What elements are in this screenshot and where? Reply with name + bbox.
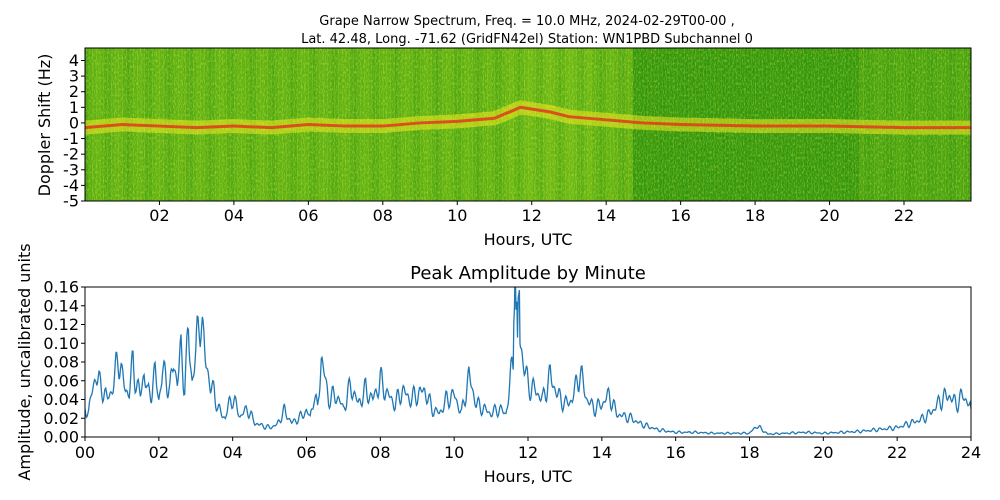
x-tick-label: 02 <box>149 443 169 462</box>
y-tick-label: 0.16 <box>43 278 79 297</box>
y-tick-label: -5 <box>63 192 79 211</box>
x-tick-label: 02 <box>149 206 169 225</box>
y-tick-label: 3 <box>69 67 79 86</box>
x-tick-label: 04 <box>222 443 242 462</box>
amplitude-title: Peak Amplitude by Minute <box>410 263 646 284</box>
y-tick-label: 0.04 <box>43 390 79 409</box>
y-tick-label: -2 <box>63 145 79 164</box>
y-tick-label: 0.08 <box>43 353 79 372</box>
y-tick-label: 0.14 <box>43 296 79 315</box>
spectrogram-y-label: Doppler Shift (Hz) <box>35 54 54 197</box>
amplitude-panel: Peak Amplitude by Minute 00 02 04 06 08 10 12 1… <box>15 243 981 486</box>
x-tick-label: 14 <box>592 443 612 462</box>
y-tick-label: -3 <box>63 160 79 179</box>
x-tick-label: 06 <box>296 443 316 462</box>
x-tick-label: 20 <box>813 443 833 462</box>
x-tick-label: 04 <box>224 206 244 225</box>
y-tick-label: 1 <box>69 98 79 117</box>
amplitude-x-ticks: 00 02 04 06 08 10 12 14 16 18 20 22 24 <box>75 437 981 462</box>
figure-title-line1: Grape Narrow Spectrum, Freq. = 10.0 MHz,… <box>319 14 734 29</box>
x-tick-label: 08 <box>373 206 393 225</box>
x-tick-label: 22 <box>894 206 914 225</box>
x-tick-label: 24 <box>961 443 981 462</box>
x-tick-label: 12 <box>518 443 538 462</box>
x-tick-label: 10 <box>444 443 464 462</box>
x-tick-label: 18 <box>745 206 765 225</box>
y-tick-label: 0 <box>69 113 79 132</box>
x-tick-label: 22 <box>887 443 907 462</box>
x-tick-label: 10 <box>447 206 467 225</box>
y-tick-label: 0.12 <box>43 315 79 334</box>
y-tick-label: 0.00 <box>43 428 79 447</box>
spectrogram-frame <box>84 47 972 202</box>
y-tick-label: -4 <box>63 176 79 195</box>
amplitude-x-label: Hours, UTC <box>484 467 573 486</box>
y-tick-label: 4 <box>69 51 79 70</box>
y-tick-label: 2 <box>69 82 79 101</box>
amplitude-y-label: Amplitude, uncalibrated units <box>15 243 34 480</box>
x-tick-label: 16 <box>665 443 685 462</box>
spectrogram-noise <box>85 48 971 201</box>
amplitude-frame <box>84 286 972 438</box>
spectrogram-x-label: Hours, UTC <box>484 230 573 249</box>
y-tick-label: 0.02 <box>43 409 79 428</box>
x-tick-label: 14 <box>596 206 616 225</box>
y-tick-label: 0.06 <box>43 371 79 390</box>
y-tick-label: 0.10 <box>43 334 79 353</box>
x-tick-label: 18 <box>739 443 759 462</box>
spectrogram-x-ticks: 02 04 06 08 10 12 14 16 18 20 22 <box>149 201 914 225</box>
figure-title-line2: Lat. 42.48, Long. -71.62 (GridFN42el) St… <box>301 32 753 47</box>
amplitude-y-ticks: 0.000.020.040.060.080.100.120.140.16 <box>43 278 85 447</box>
carrier-trace <box>85 105 971 130</box>
x-tick-label: 12 <box>522 206 542 225</box>
x-tick-label: 00 <box>75 443 95 462</box>
x-tick-label: 08 <box>370 443 390 462</box>
y-tick-label: -1 <box>63 129 79 148</box>
amplitude-series-line <box>85 287 971 436</box>
x-tick-label: 20 <box>819 206 839 225</box>
x-tick-label: 06 <box>298 206 318 225</box>
x-tick-label: 16 <box>670 206 690 225</box>
spectrogram-image <box>85 48 971 201</box>
